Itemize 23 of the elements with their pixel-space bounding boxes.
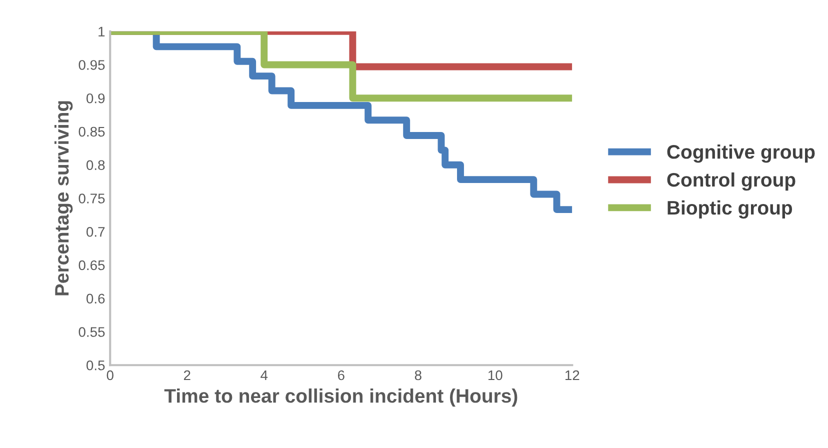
x-tick-label: 6: [338, 370, 344, 380]
y-tick-label: 0.85: [78, 126, 105, 137]
y-tick-label: 0.5: [86, 360, 105, 370]
y-tick-label: 0.6: [86, 294, 105, 304]
x-tick-label: 4: [260, 370, 268, 380]
y-tick-label: 0.9: [86, 93, 105, 104]
x-tick-label: 10: [488, 370, 502, 380]
legend-label: Bioptic group: [668, 200, 792, 219]
y-tick-label: 0.55: [78, 327, 105, 337]
y-tick-label: 0.95: [78, 60, 105, 70]
y-tick-label: 0.7: [86, 226, 105, 237]
legend-label: Cognitive group: [667, 144, 815, 163]
x-tick-label: 8: [414, 370, 422, 380]
y-tick-label: 0.65: [78, 260, 105, 270]
x-axis-title: Time to near collision incident (Hours): [164, 388, 518, 407]
y-tick-label: 1: [98, 26, 105, 36]
x-tick-label: 12: [565, 370, 580, 380]
x-tick-label: 0: [106, 370, 114, 380]
y-tick-label: 0.8: [86, 160, 105, 170]
x-tick-label: 2: [184, 370, 190, 380]
y-tick-label: 0.75: [78, 194, 105, 204]
legend-label: Control group: [667, 172, 796, 191]
y-axis-title: Percentage surviving: [54, 101, 73, 296]
